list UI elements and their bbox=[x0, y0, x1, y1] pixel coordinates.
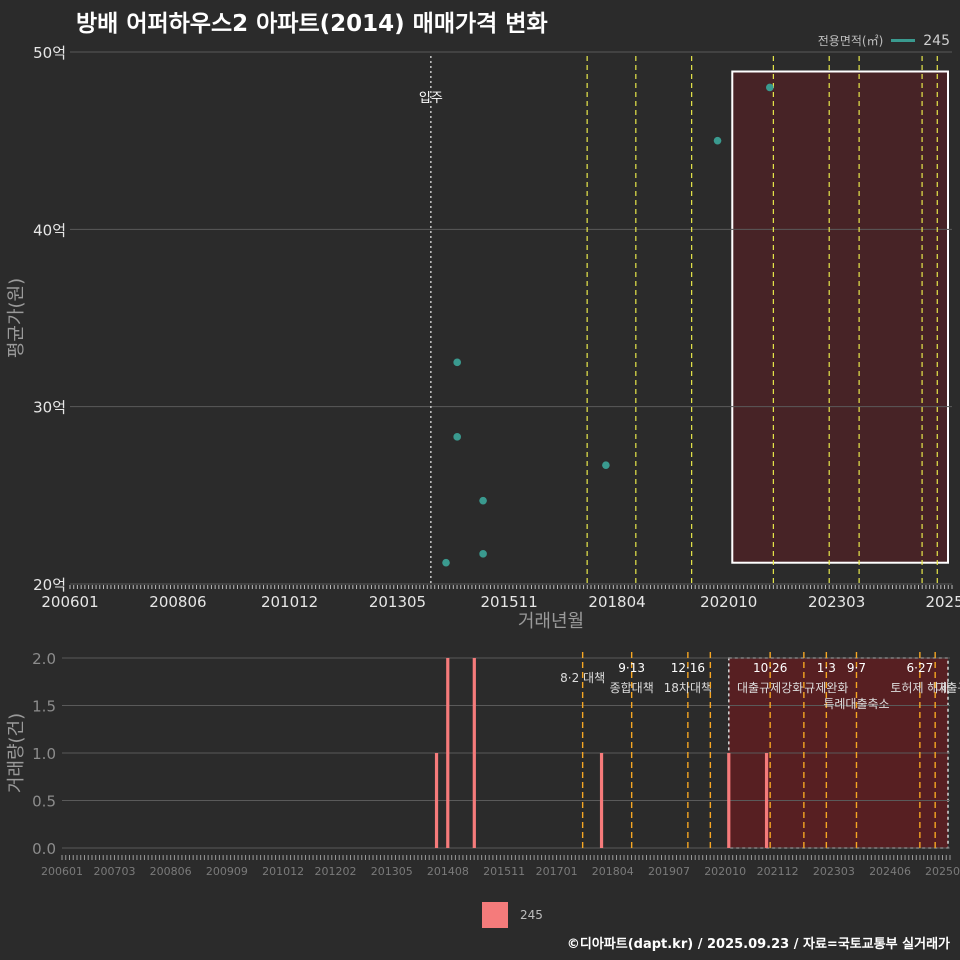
legend-bar-label: 245 bbox=[520, 908, 543, 922]
volume-bar bbox=[764, 753, 769, 848]
x-tick-label: 201305 bbox=[369, 593, 426, 611]
x-tick-label: 201511 bbox=[480, 593, 537, 611]
policy-event-label: 규제완화 bbox=[804, 681, 848, 695]
x-tick-label: 201012 bbox=[262, 865, 304, 878]
y-tick-label: 1.5 bbox=[32, 698, 56, 716]
volume-bar bbox=[472, 658, 476, 848]
y-tick-label: 0.0 bbox=[32, 840, 56, 858]
x-tick-label: 202303 bbox=[808, 593, 865, 611]
policy-event-label: 18차대책 bbox=[664, 680, 712, 695]
legend-bar-swatch bbox=[482, 902, 508, 928]
x-tick-label: 201012 bbox=[261, 593, 318, 611]
policy-event-label: 대출규 bbox=[935, 681, 960, 695]
x-tick-label: 201907 bbox=[648, 865, 690, 878]
x-tick-label: 200601 bbox=[41, 865, 83, 878]
policy-date-label: 6·27 bbox=[907, 661, 934, 675]
chart-title: 방배 어퍼하우스2 아파트(2014) 매매가격 변화 bbox=[76, 11, 548, 37]
x-tick-label: 201701 bbox=[536, 865, 578, 878]
x-tick-label: 201511 bbox=[483, 865, 525, 878]
legend-line-swatch bbox=[891, 39, 916, 42]
volume-legend: 245 bbox=[482, 902, 543, 928]
x-tick-label: 200703 bbox=[93, 865, 135, 878]
policy-event-label: 8·2 대책 bbox=[560, 670, 605, 685]
x-tick-label: 202303 bbox=[813, 865, 855, 878]
price-point bbox=[479, 550, 487, 558]
y-axis-title: 평균가(원) bbox=[6, 278, 27, 358]
x-tick-label: 2025 bbox=[925, 593, 960, 611]
y-tick-label: 40억 bbox=[33, 221, 66, 239]
price-point bbox=[713, 136, 722, 145]
x-tick-label: 201804 bbox=[588, 593, 645, 611]
x-tick-label: 20250 bbox=[925, 865, 960, 878]
policy-date-label: 9·13 bbox=[618, 661, 645, 675]
volume-bar bbox=[434, 753, 439, 848]
x-tick-label: 200601 bbox=[41, 593, 98, 611]
price-point bbox=[479, 496, 487, 505]
x-tick-label: 200806 bbox=[150, 865, 192, 878]
area-legend: 전용면적(㎡) 245 bbox=[818, 32, 950, 49]
legend-title: 전용면적(㎡) bbox=[817, 34, 884, 48]
x-tick-label: 200909 bbox=[206, 865, 248, 878]
x-tick-label: 201305 bbox=[371, 865, 413, 878]
legend-series-label: 245 bbox=[923, 32, 950, 49]
volume-bar bbox=[446, 658, 450, 848]
y-tick-label: 20억 bbox=[33, 576, 66, 594]
policy-event-label: 특례대출축소 bbox=[823, 697, 889, 711]
x-tick-label: 202010 bbox=[704, 865, 746, 878]
x-tick-label: 202010 bbox=[700, 593, 757, 611]
x-tick-label: 202406 bbox=[869, 865, 911, 878]
policy-event-label: 대출규제강화 bbox=[737, 681, 803, 695]
y-tick-label: 0.5 bbox=[32, 793, 56, 811]
y-tick-label: 1.0 bbox=[32, 745, 56, 763]
x-tick-label: 201804 bbox=[592, 865, 634, 878]
x-tick-label: 202112 bbox=[757, 865, 799, 878]
y-tick-label: 50억 bbox=[33, 44, 66, 62]
policy-date-label: 1·3 bbox=[817, 661, 836, 675]
price-point bbox=[442, 558, 450, 567]
x-tick-label: 200806 bbox=[149, 593, 206, 611]
x-tick-label: 201202 bbox=[315, 865, 357, 878]
volume-bar bbox=[727, 753, 731, 848]
price-point bbox=[765, 83, 774, 92]
price-point bbox=[453, 358, 461, 367]
policy-date-label: 9·7 bbox=[847, 661, 866, 675]
policy-date-label: 10·26 bbox=[753, 661, 787, 675]
policy-date-label: 12·16 bbox=[671, 661, 705, 675]
policy-event-label: 종합대책 bbox=[610, 680, 654, 695]
highlight-region bbox=[731, 70, 949, 564]
volume-bar bbox=[599, 753, 604, 848]
x-axis-title: 거래년월 bbox=[518, 611, 584, 632]
y-axis-title: 거래량(건) bbox=[6, 713, 27, 793]
y-tick-label: 2.0 bbox=[32, 650, 56, 668]
y-tick-label: 30억 bbox=[33, 399, 66, 417]
price-point bbox=[602, 461, 610, 469]
price-point bbox=[453, 433, 461, 441]
source-footer: ©디아파트(dapt.kr) / 2025.09.23 / 자료=국토교통부 실… bbox=[566, 937, 950, 952]
x-tick-label: 201408 bbox=[427, 865, 469, 878]
move-in-label: 입주 bbox=[419, 91, 443, 106]
